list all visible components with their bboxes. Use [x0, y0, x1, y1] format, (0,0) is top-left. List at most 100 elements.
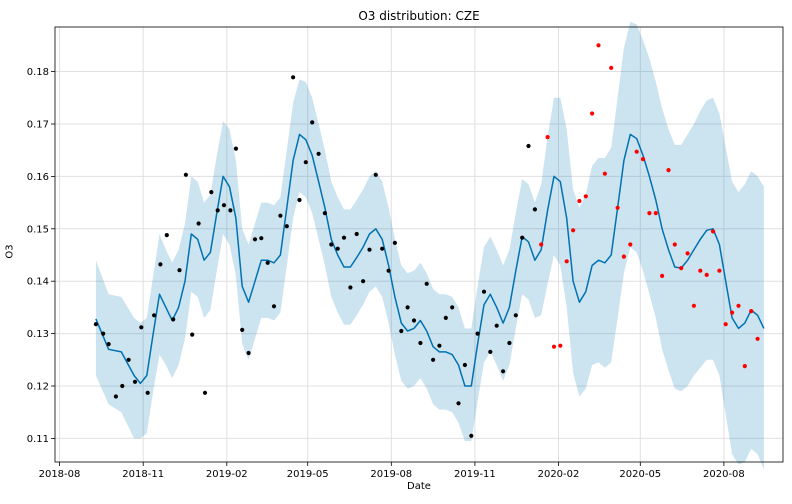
test-point	[717, 268, 722, 273]
history-point	[501, 369, 506, 374]
y-axis-label: O3	[4, 244, 16, 259]
history-point	[246, 350, 251, 356]
test-point	[602, 171, 608, 176]
history-point	[228, 208, 233, 213]
test-point	[742, 364, 747, 369]
test-point	[647, 211, 652, 216]
x-tick-label: 2019-08	[370, 469, 412, 480]
history-point	[361, 279, 366, 284]
history-point	[335, 246, 340, 251]
test-point	[577, 198, 582, 204]
history-point	[481, 289, 487, 294]
history-point	[348, 285, 353, 290]
history-point	[316, 151, 321, 156]
test-point	[571, 228, 576, 233]
test-point	[640, 157, 646, 162]
history-point	[520, 235, 525, 240]
test-point	[590, 111, 595, 116]
history-point	[380, 246, 385, 251]
history-point	[354, 231, 359, 237]
history-point	[240, 327, 245, 332]
history-point	[367, 247, 372, 252]
history-point	[488, 349, 493, 354]
x-tick-label: 2020-05	[619, 469, 661, 480]
history-point	[278, 213, 283, 218]
history-point	[469, 433, 474, 438]
history-point	[411, 318, 417, 323]
history-point	[158, 262, 163, 267]
history-point	[202, 390, 208, 395]
test-point	[723, 322, 728, 327]
test-point	[615, 205, 620, 210]
test-point	[749, 309, 754, 314]
history-point	[145, 390, 150, 395]
history-point	[475, 331, 480, 336]
history-point	[341, 235, 347, 240]
test-point	[621, 254, 627, 259]
history-point	[284, 224, 289, 229]
history-point	[106, 342, 111, 347]
x-tick-label: 2019-05	[287, 469, 329, 480]
history-point	[297, 197, 302, 203]
history-point	[221, 203, 227, 208]
history-point	[101, 331, 106, 336]
test-point	[704, 272, 709, 277]
test-point	[539, 242, 544, 247]
history-point	[405, 305, 410, 310]
history-point	[431, 357, 436, 362]
y-tick-label: 0.16	[27, 172, 49, 183]
forecast-line	[95, 133, 765, 387]
history-point	[526, 143, 531, 149]
history-point	[373, 172, 378, 177]
test-point	[634, 149, 639, 154]
history-point	[462, 362, 467, 368]
history-point	[190, 332, 195, 337]
test-point	[564, 259, 569, 264]
test-point	[710, 229, 716, 234]
history-point	[392, 240, 397, 245]
history-point	[507, 340, 512, 346]
test-point	[730, 310, 735, 315]
history-point	[177, 268, 182, 273]
test-point	[691, 303, 697, 308]
history-point	[126, 357, 131, 362]
y-tick-label: 0.18	[27, 67, 49, 78]
history-point	[152, 313, 157, 318]
history-point	[183, 172, 188, 177]
history-point	[303, 160, 308, 165]
history-point	[329, 242, 334, 247]
test-point	[653, 211, 658, 216]
history-point	[513, 313, 518, 318]
test-point	[666, 168, 671, 173]
history-point	[532, 207, 538, 212]
history-point	[443, 315, 448, 320]
test-point	[698, 268, 703, 273]
y-tick-label: 0.11	[27, 434, 49, 445]
chart-title: O3 distribution: CZE	[358, 9, 480, 23]
history-point	[386, 268, 391, 273]
history-point	[164, 233, 169, 238]
history-point	[310, 120, 315, 125]
history-point	[252, 237, 258, 242]
y-tick-label: 0.17	[27, 120, 49, 131]
history-point	[120, 383, 125, 389]
history-point	[322, 211, 327, 216]
history-point	[93, 322, 98, 327]
history-point	[418, 340, 423, 346]
history-point	[139, 325, 144, 330]
y-tick-label: 0.14	[27, 277, 49, 288]
history-point	[113, 394, 118, 399]
uncertainty-band	[95, 21, 764, 470]
test-point	[672, 242, 677, 247]
test-point	[660, 273, 665, 278]
history-point	[265, 260, 270, 265]
test-point	[558, 343, 563, 348]
history-point	[233, 146, 238, 151]
history-point	[450, 305, 455, 310]
test-point	[736, 303, 741, 308]
x-tick-label: 2019-11	[454, 469, 496, 480]
axes-frame	[54, 26, 784, 463]
test-point	[596, 43, 601, 48]
